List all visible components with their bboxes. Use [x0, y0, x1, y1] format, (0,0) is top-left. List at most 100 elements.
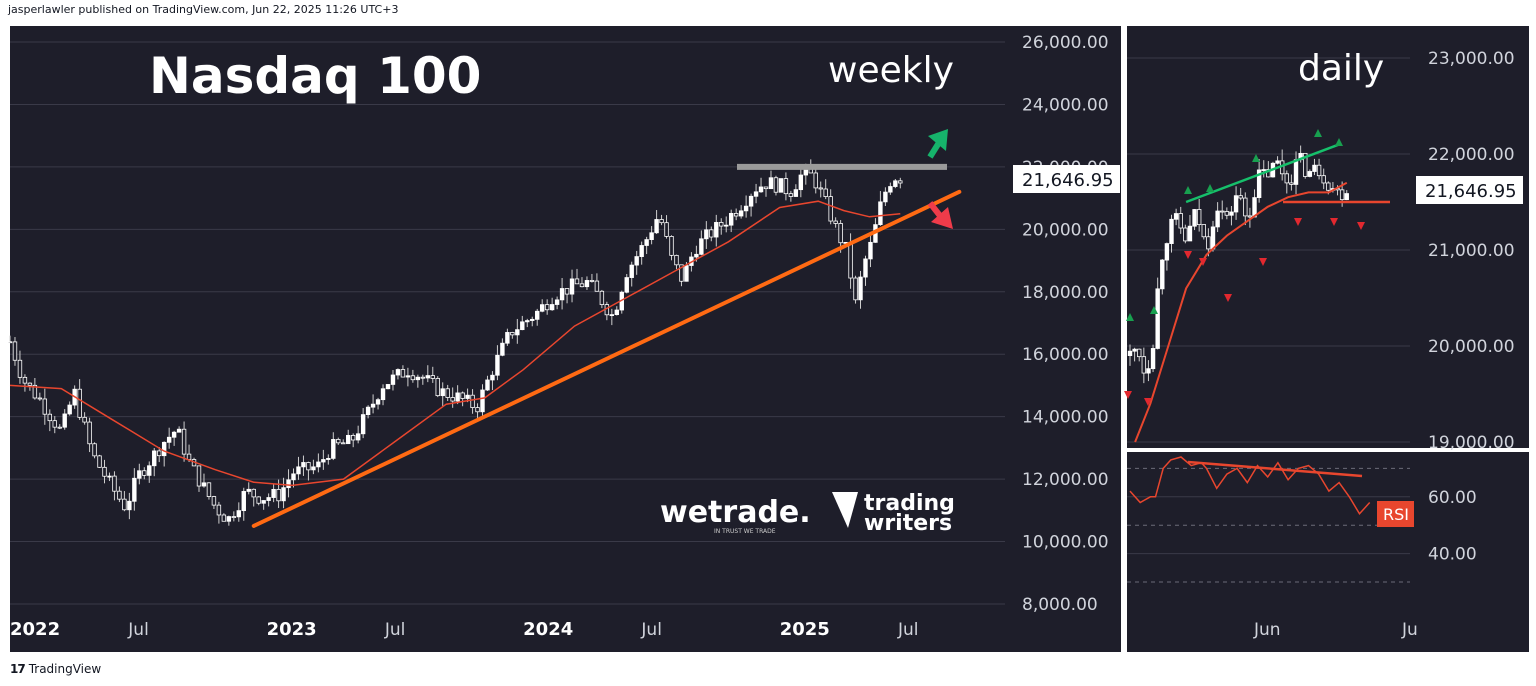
- weekly-candle: [793, 189, 799, 197]
- daily-candle: [1289, 182, 1294, 185]
- daily-last-price-box: [1416, 176, 1523, 204]
- weekly-last-price-box: [1013, 165, 1120, 193]
- weekly-candle: [122, 498, 127, 511]
- rsi-grid: 60.00 40.00: [1127, 467, 1477, 583]
- weekly-candle: [137, 470, 142, 479]
- weekly-candle: [714, 222, 719, 238]
- weekly-candle: [425, 375, 430, 379]
- daily-candle: [1169, 218, 1174, 244]
- weekly-candle: [266, 497, 271, 501]
- daily-timeframe-label: daily: [1298, 48, 1384, 89]
- weekly-candle: [699, 238, 704, 255]
- daily-candle: [1266, 169, 1271, 178]
- weekly-candle: [669, 236, 674, 256]
- daily-y-tick-label: 22,000.00: [1428, 145, 1515, 165]
- weekly-candle: [360, 414, 366, 435]
- weekly-y-tick-label: 14,000.00: [1022, 408, 1109, 428]
- daily-candle: [1339, 189, 1345, 201]
- weekly-candle: [186, 453, 192, 460]
- weekly-resistance-band: [737, 163, 947, 170]
- daily-candle: [1206, 236, 1211, 250]
- daily-candle: [1220, 210, 1225, 213]
- rsi-label-box: [1377, 501, 1414, 527]
- rsi-label: RSI: [1383, 505, 1409, 524]
- weekly-candle: [395, 369, 401, 376]
- weekly-candle: [306, 462, 311, 471]
- weekly-candle: [888, 186, 893, 193]
- weekly-y-tick-label: 8,000.00: [1022, 595, 1098, 615]
- weekly-candle: [211, 496, 217, 506]
- weekly-candle: [316, 461, 321, 468]
- weekly-moving-average: [9, 200, 901, 487]
- tradingwriters-logo-line2: writers: [864, 511, 952, 536]
- daily-candle: [1196, 209, 1202, 225]
- daily-sell-marker: [1294, 218, 1302, 226]
- daily-candle: [1137, 348, 1142, 358]
- weekly-candle: [331, 439, 336, 459]
- weekly-candle: [430, 375, 435, 379]
- daily-sell-marker: [1144, 398, 1152, 406]
- weekly-x-tick-label: 2022: [10, 619, 60, 640]
- daily-last-price-label: 21,646.95: [1425, 181, 1517, 202]
- weekly-candle: [544, 304, 550, 311]
- weekly-candle: [271, 488, 276, 498]
- weekly-candle: [684, 265, 689, 282]
- weekly-candle: [768, 177, 774, 190]
- daily-candle: [1307, 171, 1313, 177]
- weekly-candle: [132, 477, 137, 502]
- daily-candle: [1321, 175, 1326, 184]
- weekly-candle: [117, 490, 122, 500]
- daily-candle: [1238, 195, 1243, 199]
- tradingwriters-logo-line1: trading: [864, 491, 955, 516]
- weekly-candle: [733, 213, 739, 217]
- weekly-candle: [584, 280, 590, 288]
- weekly-candle: [57, 426, 62, 429]
- weekly-candle: [783, 178, 789, 195]
- daily-candle: [1344, 193, 1349, 201]
- weekly-candle: [863, 258, 868, 278]
- weekly-candle: [480, 389, 485, 413]
- weekly-candle: [176, 428, 182, 433]
- weekly-candle: [415, 376, 421, 381]
- daily-pane-divider: [1127, 448, 1529, 452]
- weekly-candle: [559, 288, 565, 301]
- weekly-candle: [370, 403, 376, 408]
- daily-candle: [1183, 227, 1188, 242]
- weekly-candle: [475, 407, 480, 413]
- daily-buy-marker: [1335, 138, 1343, 146]
- weekly-candle: [878, 201, 883, 226]
- weekly-candle: [52, 420, 57, 428]
- daily-buy-marker: [1184, 186, 1192, 194]
- weekly-candle: [161, 441, 167, 457]
- weekly-candle: [62, 413, 67, 428]
- weekly-x-tick-label: Jul: [897, 620, 919, 640]
- daily-buy-marker: [1252, 154, 1260, 162]
- weekly-candle: [236, 510, 241, 518]
- weekly-candle: [231, 516, 237, 518]
- weekly-candle: [728, 213, 734, 226]
- weekly-candle: [624, 277, 629, 293]
- weekly-candle: [470, 394, 475, 408]
- weekly-candle: [594, 280, 600, 292]
- weekly-candle: [639, 245, 644, 257]
- daily-candle: [1316, 164, 1322, 177]
- weekly-candle: [455, 392, 460, 402]
- weekly-candle: [858, 276, 863, 301]
- weekly-candle: [609, 314, 615, 317]
- weekly-candle: [152, 450, 157, 467]
- daily-candle: [1132, 348, 1137, 352]
- weekly-candle: [520, 321, 525, 331]
- weekly-candle: [853, 277, 858, 301]
- daily-sell-marker: [1357, 222, 1365, 230]
- weekly-candle: [798, 174, 804, 191]
- weekly-candle: [206, 482, 212, 497]
- weekly-y-tick-label: 16,000.00: [1022, 345, 1109, 365]
- rsi-y-tick-label: 60.00: [1428, 488, 1477, 508]
- weekly-y-tick-label: 20,000.00: [1022, 220, 1109, 240]
- daily-sell-marker: [1259, 258, 1267, 266]
- weekly-candle: [346, 434, 351, 445]
- daily-candle: [1275, 160, 1280, 164]
- weekly-y-tick-label: 18,000.00: [1022, 283, 1109, 303]
- weekly-candle: [301, 462, 306, 468]
- chart-title: Nasdaq 100: [149, 47, 481, 105]
